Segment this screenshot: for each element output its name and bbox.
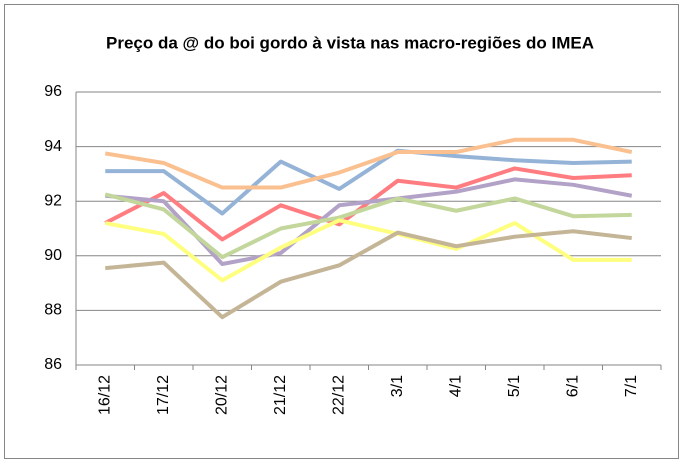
y-tick-label: 90 [44, 247, 62, 264]
x-tick-label: 4/1 [447, 375, 464, 397]
x-tick-label: 16/12 [96, 375, 113, 415]
y-tick-label: 94 [44, 138, 62, 155]
x-tick-label: 5/1 [506, 375, 523, 397]
x-tick-label: 17/12 [155, 375, 172, 415]
x-tick-label: 7/1 [623, 375, 640, 397]
x-tick-label: 22/12 [330, 375, 347, 415]
y-tick-label: 96 [44, 83, 62, 100]
y-tick-label: 86 [44, 356, 62, 373]
chart-title: Preço da @ do boi gordo à vista nas macr… [106, 33, 594, 52]
series-line [105, 148, 632, 216]
x-tick-label: 6/1 [564, 375, 581, 397]
y-tick-label: 88 [44, 302, 62, 319]
series-line [104, 218, 632, 283]
x-tick-label: 3/1 [389, 375, 406, 397]
series-line [105, 229, 632, 320]
series-line [104, 192, 632, 260]
x-tick-label: 20/12 [213, 375, 230, 415]
series-line [104, 137, 633, 190]
y-tick-label: 92 [44, 192, 62, 209]
x-tick-label: 21/12 [272, 375, 289, 415]
